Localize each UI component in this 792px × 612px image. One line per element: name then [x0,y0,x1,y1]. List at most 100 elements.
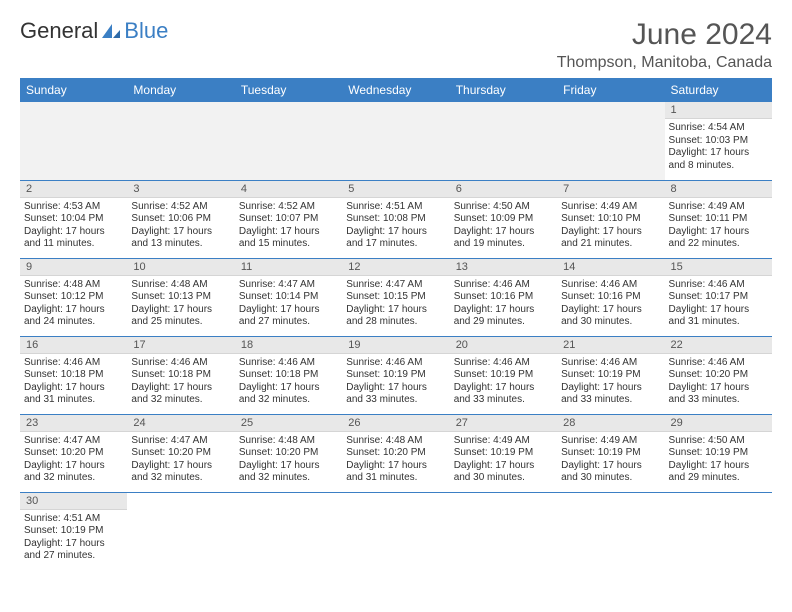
calendar-cell: 8Sunrise: 4:49 AMSunset: 10:11 PMDayligh… [665,180,772,258]
daylight-line: Daylight: 17 hours and 28 minutes. [346,304,445,329]
sunset-line: Sunset: 10:12 PM [24,291,123,304]
sunrise-line: Sunrise: 4:49 AM [561,201,660,214]
daylight-line: Daylight: 17 hours and 31 minutes. [24,382,123,407]
sunrise-line: Sunrise: 4:47 AM [131,435,230,448]
calendar-week-row: 23Sunrise: 4:47 AMSunset: 10:20 PMDaylig… [20,414,772,492]
day-number: 28 [557,415,664,432]
sunrise-line: Sunrise: 4:46 AM [239,357,338,370]
daylight-line: Daylight: 17 hours and 22 minutes. [669,226,768,251]
calendar-cell: 6Sunrise: 4:50 AMSunset: 10:09 PMDayligh… [450,180,557,258]
calendar-cell [450,102,557,180]
month-title: June 2024 [557,18,772,52]
daylight-line: Daylight: 17 hours and 33 minutes. [454,382,553,407]
day-details: Sunrise: 4:52 AMSunset: 10:06 PMDaylight… [127,198,234,254]
sunset-line: Sunset: 10:04 PM [24,213,123,226]
weekday-header: Wednesday [342,78,449,102]
sunset-line: Sunset: 10:10 PM [561,213,660,226]
day-details: Sunrise: 4:49 AMSunset: 10:19 PMDaylight… [450,432,557,488]
day-details: Sunrise: 4:48 AMSunset: 10:12 PMDaylight… [20,276,127,332]
daylight-line: Daylight: 17 hours and 29 minutes. [454,304,553,329]
daylight-line: Daylight: 17 hours and 30 minutes. [561,460,660,485]
calendar-week-row: 1Sunrise: 4:54 AMSunset: 10:03 PMDayligh… [20,102,772,180]
sunset-line: Sunset: 10:16 PM [454,291,553,304]
calendar-week-row: 2Sunrise: 4:53 AMSunset: 10:04 PMDayligh… [20,180,772,258]
day-details: Sunrise: 4:47 AMSunset: 10:14 PMDaylight… [235,276,342,332]
calendar-cell [235,492,342,570]
calendar-page: General Blue June 2024 Thompson, Manitob… [0,0,792,588]
sunrise-line: Sunrise: 4:50 AM [454,201,553,214]
sunrise-line: Sunrise: 4:48 AM [346,435,445,448]
calendar-cell: 26Sunrise: 4:48 AMSunset: 10:20 PMDaylig… [342,414,449,492]
daylight-line: Daylight: 17 hours and 32 minutes. [131,460,230,485]
sunrise-line: Sunrise: 4:47 AM [346,279,445,292]
sunrise-line: Sunrise: 4:48 AM [239,435,338,448]
day-details: Sunrise: 4:48 AMSunset: 10:13 PMDaylight… [127,276,234,332]
logo-sail-icon [100,22,122,40]
title-block: June 2024 Thompson, Manitoba, Canada [557,18,772,72]
daylight-line: Daylight: 17 hours and 32 minutes. [239,382,338,407]
calendar-cell: 12Sunrise: 4:47 AMSunset: 10:15 PMDaylig… [342,258,449,336]
day-details: Sunrise: 4:46 AMSunset: 10:16 PMDaylight… [450,276,557,332]
sunrise-line: Sunrise: 4:49 AM [454,435,553,448]
calendar-week-row: 16Sunrise: 4:46 AMSunset: 10:18 PMDaylig… [20,336,772,414]
daylight-line: Daylight: 17 hours and 30 minutes. [454,460,553,485]
daylight-line: Daylight: 17 hours and 19 minutes. [454,226,553,251]
day-details: Sunrise: 4:46 AMSunset: 10:18 PMDaylight… [235,354,342,410]
weekday-header: Tuesday [235,78,342,102]
day-number: 6 [450,181,557,198]
day-number: 16 [20,337,127,354]
calendar-cell: 7Sunrise: 4:49 AMSunset: 10:10 PMDayligh… [557,180,664,258]
calendar-cell [342,102,449,180]
day-details: Sunrise: 4:51 AMSunset: 10:08 PMDaylight… [342,198,449,254]
daylight-line: Daylight: 17 hours and 21 minutes. [561,226,660,251]
day-number: 21 [557,337,664,354]
sunrise-line: Sunrise: 4:47 AM [239,279,338,292]
sunset-line: Sunset: 10:09 PM [454,213,553,226]
calendar-cell: 18Sunrise: 4:46 AMSunset: 10:18 PMDaylig… [235,336,342,414]
sunrise-line: Sunrise: 4:50 AM [669,435,768,448]
day-number: 11 [235,259,342,276]
day-details: Sunrise: 4:54 AMSunset: 10:03 PMDaylight… [665,119,772,175]
daylight-line: Daylight: 17 hours and 27 minutes. [239,304,338,329]
calendar-cell [342,492,449,570]
day-number: 20 [450,337,557,354]
sunset-line: Sunset: 10:06 PM [131,213,230,226]
calendar-cell: 13Sunrise: 4:46 AMSunset: 10:16 PMDaylig… [450,258,557,336]
calendar-cell: 11Sunrise: 4:47 AMSunset: 10:14 PMDaylig… [235,258,342,336]
sunrise-line: Sunrise: 4:46 AM [24,357,123,370]
sunrise-line: Sunrise: 4:46 AM [669,279,768,292]
sunrise-line: Sunrise: 4:51 AM [346,201,445,214]
calendar-table: Sunday Monday Tuesday Wednesday Thursday… [20,78,772,570]
day-details: Sunrise: 4:48 AMSunset: 10:20 PMDaylight… [235,432,342,488]
sunset-line: Sunset: 10:13 PM [131,291,230,304]
calendar-cell: 29Sunrise: 4:50 AMSunset: 10:19 PMDaylig… [665,414,772,492]
day-number: 23 [20,415,127,432]
day-details: Sunrise: 4:46 AMSunset: 10:18 PMDaylight… [127,354,234,410]
day-details: Sunrise: 4:46 AMSunset: 10:16 PMDaylight… [557,276,664,332]
sunset-line: Sunset: 10:19 PM [24,525,123,538]
weekday-header: Saturday [665,78,772,102]
day-number: 30 [20,493,127,510]
daylight-line: Daylight: 17 hours and 32 minutes. [24,460,123,485]
day-details: Sunrise: 4:48 AMSunset: 10:20 PMDaylight… [342,432,449,488]
day-number: 5 [342,181,449,198]
logo: General Blue [20,18,168,44]
day-details: Sunrise: 4:46 AMSunset: 10:18 PMDaylight… [20,354,127,410]
sunset-line: Sunset: 10:19 PM [561,369,660,382]
sunset-line: Sunset: 10:07 PM [239,213,338,226]
day-details: Sunrise: 4:49 AMSunset: 10:11 PMDaylight… [665,198,772,254]
daylight-line: Daylight: 17 hours and 8 minutes. [669,147,768,172]
day-details: Sunrise: 4:50 AMSunset: 10:09 PMDaylight… [450,198,557,254]
day-number: 8 [665,181,772,198]
day-number: 18 [235,337,342,354]
sunrise-line: Sunrise: 4:46 AM [346,357,445,370]
sunrise-line: Sunrise: 4:48 AM [24,279,123,292]
day-details: Sunrise: 4:46 AMSunset: 10:19 PMDaylight… [450,354,557,410]
sunrise-line: Sunrise: 4:46 AM [454,357,553,370]
sunset-line: Sunset: 10:20 PM [24,447,123,460]
daylight-line: Daylight: 17 hours and 30 minutes. [561,304,660,329]
calendar-cell [127,102,234,180]
day-number: 14 [557,259,664,276]
calendar-cell [557,492,664,570]
sunrise-line: Sunrise: 4:52 AM [239,201,338,214]
